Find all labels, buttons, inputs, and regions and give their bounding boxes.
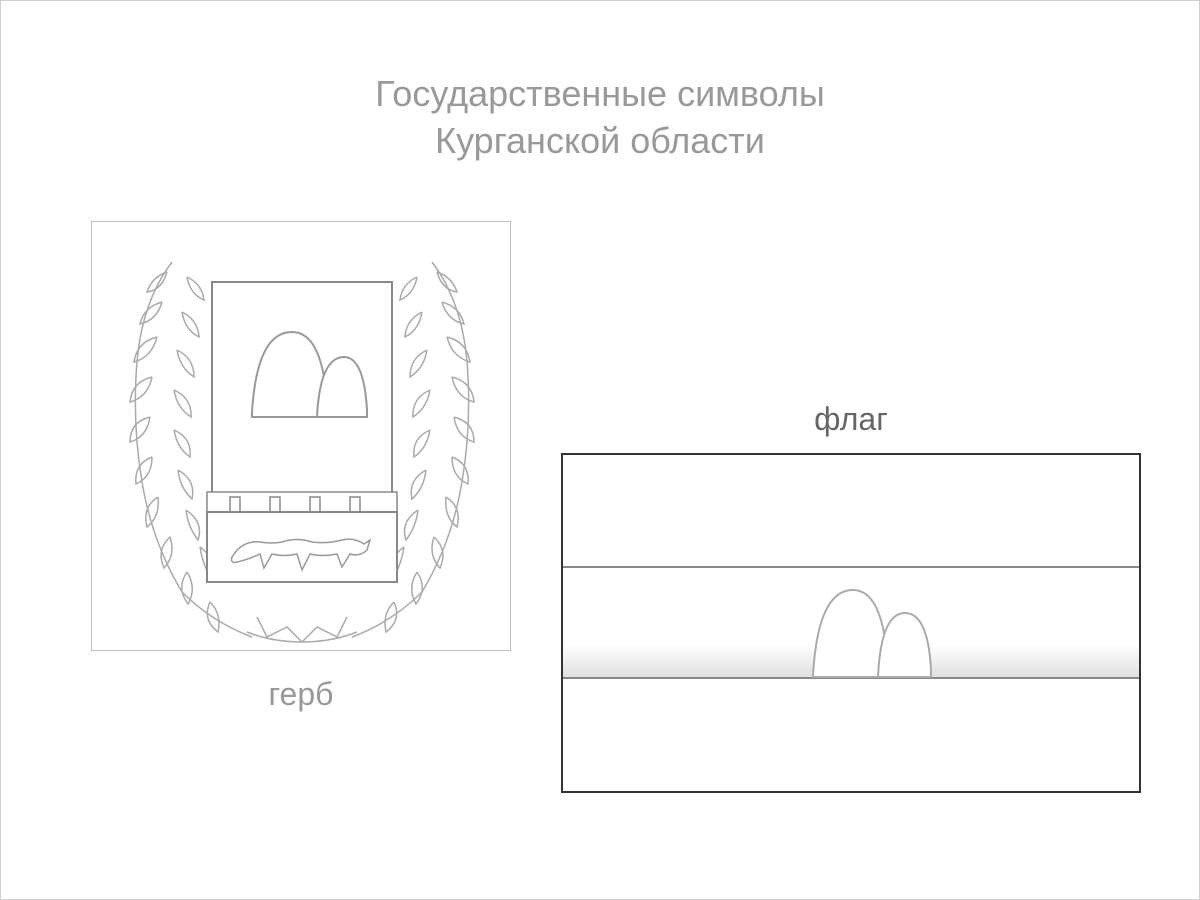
flag-image xyxy=(561,453,1141,793)
coat-of-arms-label: герб xyxy=(91,676,511,713)
flag-mounds-icon xyxy=(813,590,931,677)
page-title: Государственные символы Курганской облас… xyxy=(1,71,1199,165)
coat-of-arms-svg xyxy=(92,222,512,652)
flag-emblem-svg xyxy=(563,455,1143,795)
flag-label: флаг xyxy=(561,401,1141,438)
title-line-1: Государственные символы xyxy=(1,71,1199,118)
coat-of-arms-image xyxy=(91,221,511,651)
flag-section: флаг xyxy=(561,401,1141,793)
title-line-2: Курганской области xyxy=(1,118,1199,165)
ribbon-icon xyxy=(247,617,357,642)
coat-of-arms-section: герб xyxy=(91,221,511,713)
